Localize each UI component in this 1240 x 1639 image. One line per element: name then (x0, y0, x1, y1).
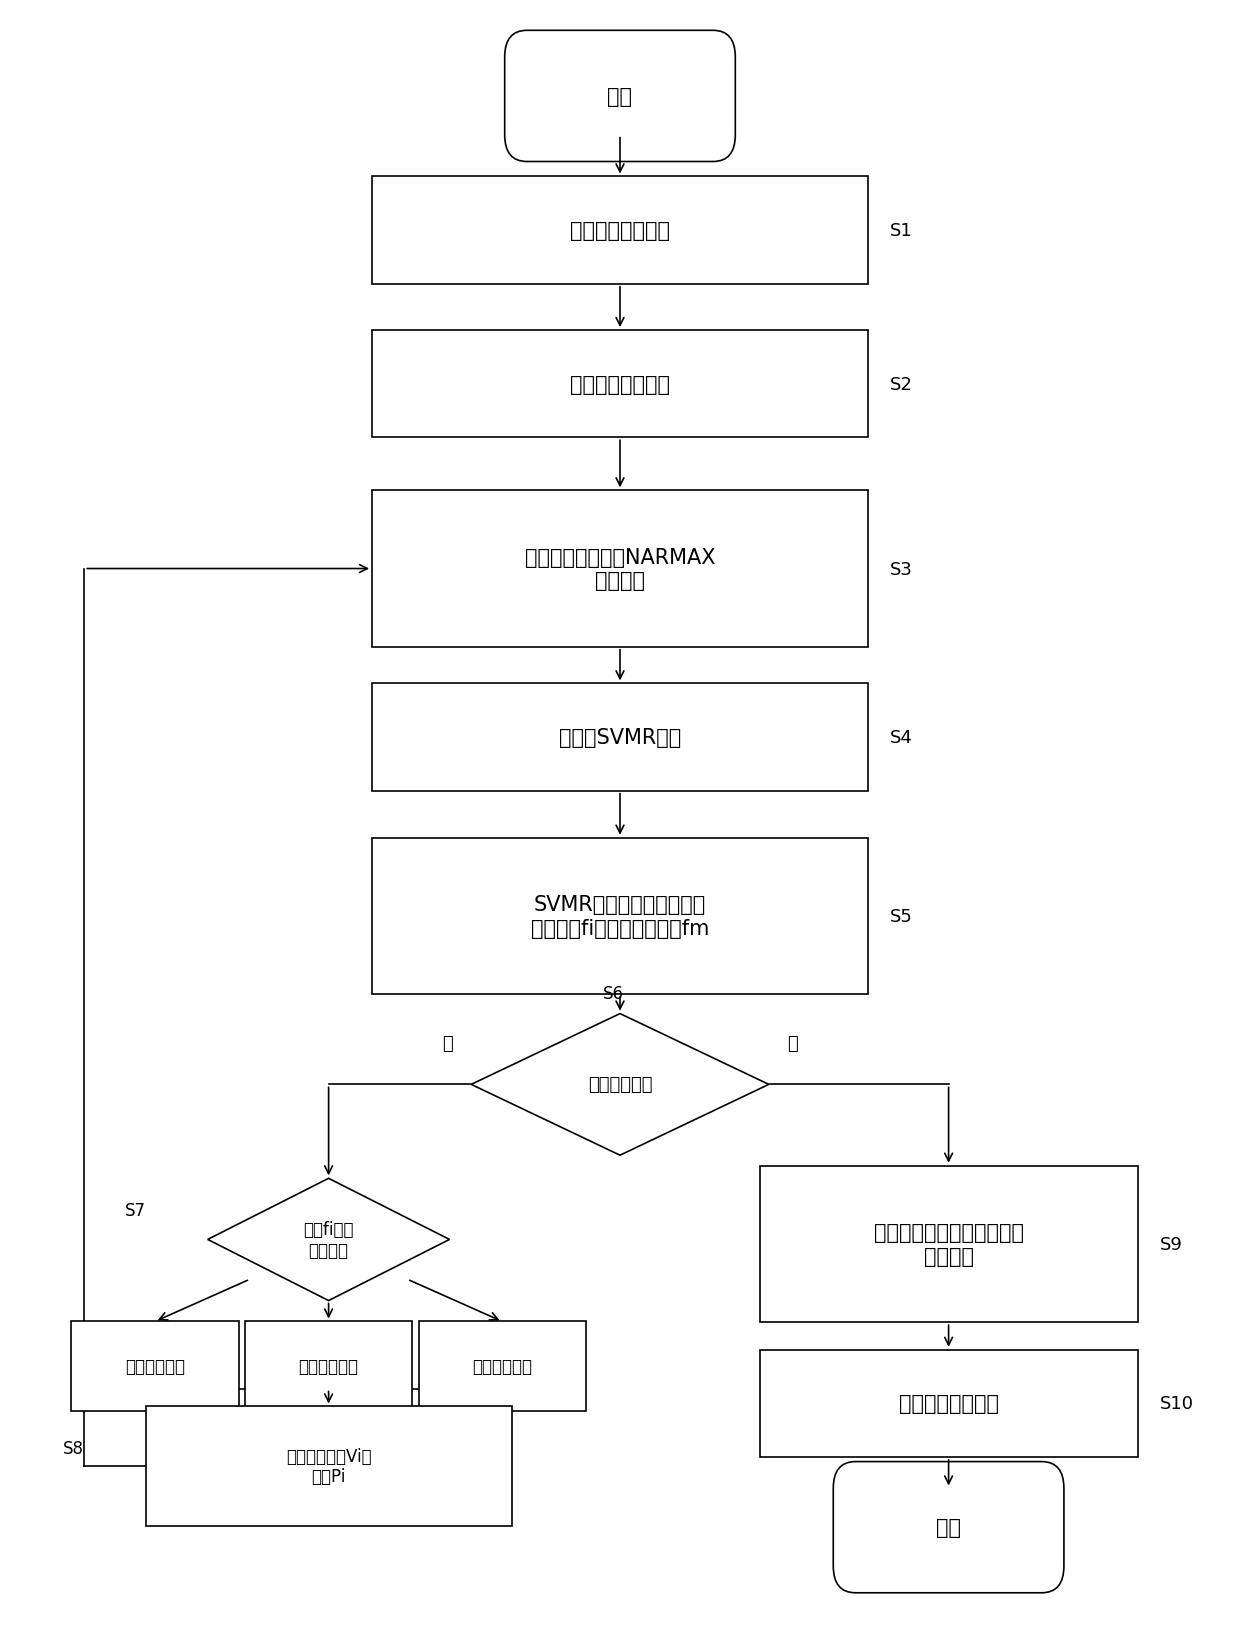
Text: S5: S5 (890, 908, 913, 926)
Text: 将样本数据处理成NARMAX
模型结构: 将样本数据处理成NARMAX 模型结构 (525, 547, 715, 590)
FancyBboxPatch shape (505, 31, 735, 162)
Text: 半衡寻优了群: 半衡寻优了群 (299, 1357, 358, 1375)
FancyBboxPatch shape (246, 1321, 412, 1411)
Polygon shape (208, 1178, 450, 1301)
Text: 寻优是否终止: 寻优是否终止 (588, 1075, 652, 1093)
Text: 开始: 开始 (608, 87, 632, 107)
Text: S1: S1 (890, 221, 913, 239)
FancyBboxPatch shape (372, 177, 868, 285)
FancyBboxPatch shape (759, 1165, 1138, 1323)
Text: 输出最优个体，建立动态软
测量模型: 输出最优个体，建立动态软 测量模型 (874, 1223, 1023, 1265)
FancyBboxPatch shape (833, 1462, 1064, 1593)
Text: 结束: 结束 (936, 1518, 961, 1537)
Text: 否: 否 (441, 1034, 453, 1052)
Text: 动态软测量的实现: 动态软测量的实现 (899, 1393, 998, 1413)
Text: S4: S4 (890, 729, 913, 746)
FancyBboxPatch shape (372, 331, 868, 438)
FancyBboxPatch shape (419, 1321, 587, 1411)
Text: S6: S6 (604, 983, 624, 1001)
Polygon shape (471, 1015, 769, 1155)
Text: 是: 是 (787, 1034, 799, 1052)
Text: 初始化粒子群算法: 初始化粒子群算法 (570, 374, 670, 395)
Text: S3: S3 (890, 561, 913, 579)
FancyBboxPatch shape (372, 838, 868, 995)
Text: SVMR训练及预测，计算粒
子适应度fi，保留最优个体fm: SVMR训练及预测，计算粒 子适应度fi，保留最优个体fm (531, 895, 709, 938)
Text: 初始化SVMR模型: 初始化SVMR模型 (559, 728, 681, 747)
FancyBboxPatch shape (372, 492, 868, 647)
FancyBboxPatch shape (759, 1351, 1138, 1457)
FancyBboxPatch shape (372, 683, 868, 792)
FancyBboxPatch shape (146, 1406, 511, 1526)
Text: S7: S7 (125, 1201, 146, 1219)
Text: 局部寻优了群: 局部寻优了群 (125, 1357, 185, 1375)
FancyBboxPatch shape (71, 1321, 238, 1411)
Text: 更新粒子速度Vi和
位置Pi: 更新粒子速度Vi和 位置Pi (285, 1447, 372, 1485)
Text: S10: S10 (1161, 1395, 1194, 1413)
Text: S8: S8 (63, 1439, 84, 1457)
Text: S2: S2 (890, 375, 913, 393)
Text: 根据fi进行
分群判断: 根据fi进行 分群判断 (304, 1221, 353, 1259)
Text: 数据采集及预处理: 数据采集及预处理 (570, 221, 670, 241)
Text: 全局寻优了群: 全局寻优了群 (472, 1357, 532, 1375)
Text: S9: S9 (1161, 1236, 1183, 1254)
